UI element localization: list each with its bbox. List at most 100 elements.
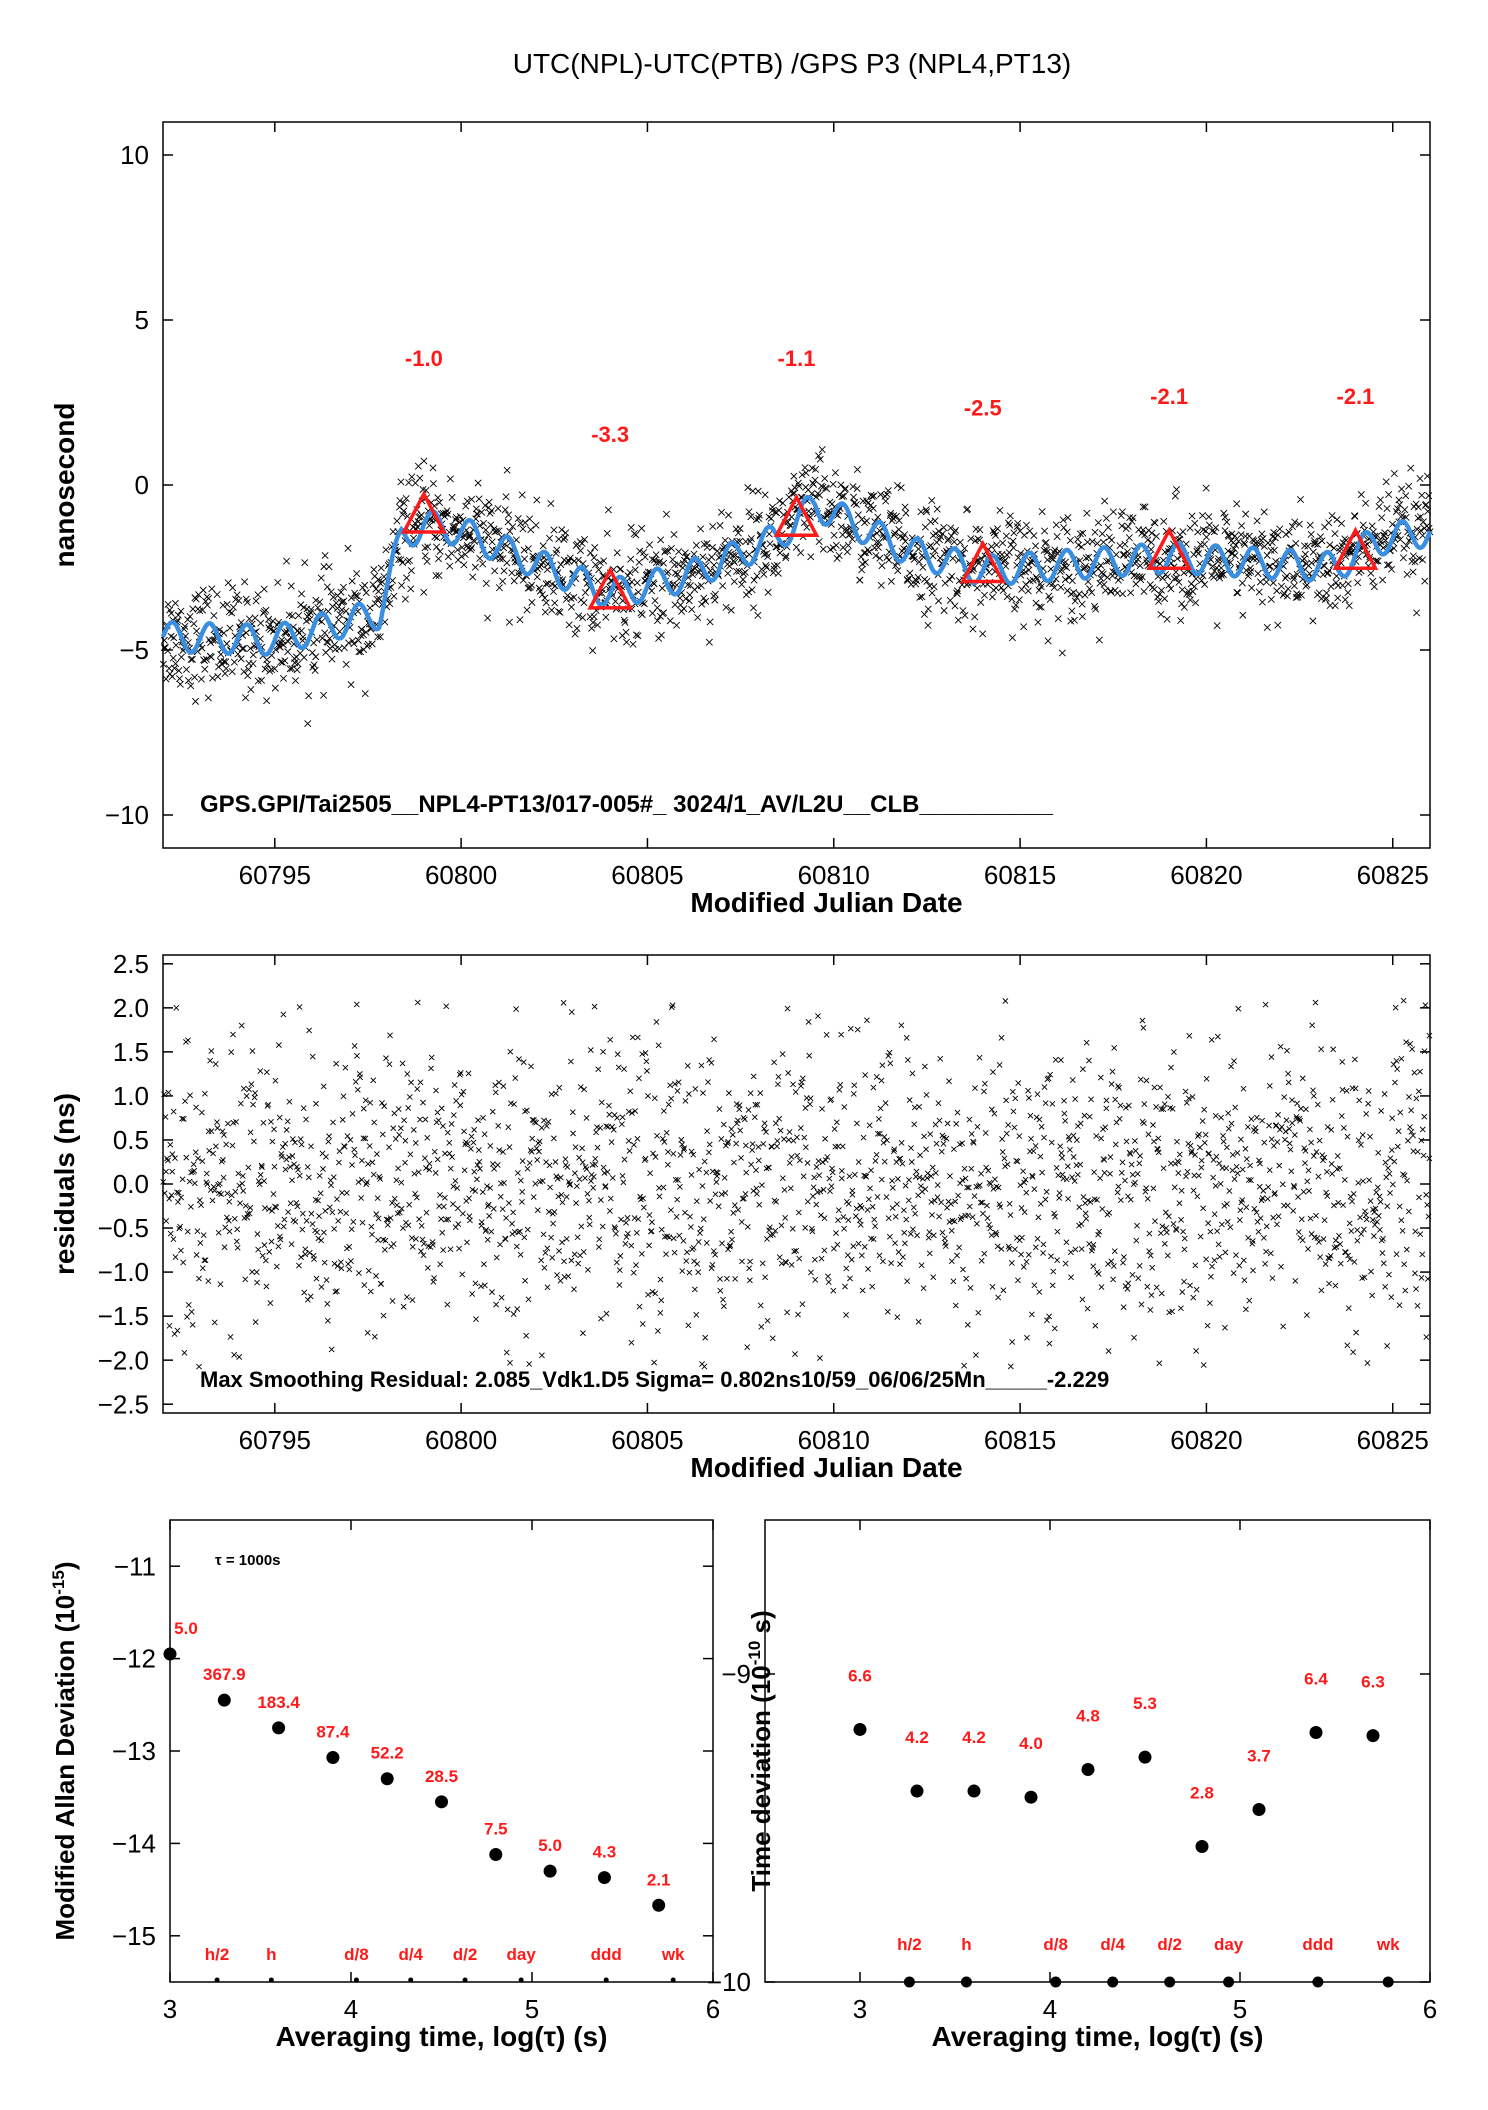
residuals-data-point — [1232, 1104, 1239, 1111]
residuals-data-point — [934, 1182, 941, 1188]
main-data-point — [725, 562, 734, 570]
main-data-point — [1071, 597, 1079, 605]
residuals-data-point — [465, 1070, 472, 1077]
tdev-point-label: 4.2 — [905, 1728, 929, 1747]
residuals-data-point — [640, 1204, 647, 1211]
residuals-data-point — [716, 1106, 723, 1112]
residuals-data-point — [383, 1216, 390, 1223]
main-data-point — [741, 568, 749, 576]
residuals-data-point — [203, 1179, 210, 1186]
main-data-point — [1399, 554, 1407, 562]
residuals-data-point — [394, 1202, 400, 1209]
residuals-data-point — [1407, 1124, 1413, 1130]
residuals-data-point — [1007, 1363, 1014, 1370]
main-data-point — [747, 535, 755, 543]
residuals-data-point — [563, 1193, 570, 1200]
residuals-data-point — [928, 1173, 934, 1180]
residuals-data-point — [1032, 1244, 1039, 1251]
residuals-data-point — [249, 1269, 256, 1275]
main-data-point — [1018, 585, 1026, 593]
residuals-data-point — [402, 1159, 408, 1166]
residuals-data-point — [763, 1129, 769, 1135]
residuals-data-point — [513, 1243, 520, 1250]
residuals-data-point — [1111, 1248, 1118, 1255]
residuals-data-point — [1424, 1276, 1431, 1282]
main-data-point — [235, 597, 243, 605]
residuals-data-point — [717, 1287, 724, 1294]
main-data-point — [229, 584, 237, 592]
residuals-data-point — [397, 1125, 404, 1132]
residuals-data-point — [1027, 1112, 1034, 1119]
residuals-data-point — [841, 1104, 848, 1110]
main-data-point — [1017, 549, 1025, 557]
residuals-data-point — [1333, 1243, 1340, 1250]
residuals-data-point — [769, 1335, 776, 1342]
main-data-point — [1044, 637, 1052, 645]
main-data-point — [864, 546, 872, 554]
main-data-point — [988, 593, 996, 601]
residuals-data-point — [357, 1074, 364, 1081]
main-data-point — [711, 596, 719, 604]
residuals-data-point — [1357, 1141, 1364, 1148]
residuals-data-point — [879, 1062, 886, 1069]
main-data-point — [933, 505, 941, 513]
main-data-point — [1116, 542, 1124, 550]
residuals-annotation: Max Smoothing Residual: 2.085_Vdk1.D5 Si… — [200, 1367, 1109, 1392]
main-data-point — [446, 475, 454, 483]
mdev-point — [543, 1864, 557, 1878]
residuals-data-point — [813, 1201, 820, 1208]
residuals-data-point — [194, 1228, 201, 1235]
residuals-data-point — [956, 1244, 963, 1251]
main-data-point — [703, 543, 711, 551]
mdev-time-marker — [353, 1977, 359, 1983]
main-data-point — [894, 567, 902, 575]
residuals-data-point — [534, 1207, 541, 1214]
residuals-data-point — [927, 1131, 934, 1138]
residuals-xtick-label: 60800 — [425, 1425, 497, 1455]
residuals-data-point — [937, 1055, 944, 1062]
tdev-point — [1366, 1729, 1380, 1743]
main-data-point — [170, 634, 178, 642]
main-data-point — [901, 503, 909, 511]
main-data-point — [222, 664, 230, 672]
residuals-data-point — [647, 1170, 654, 1177]
residuals-data-point — [631, 1141, 637, 1148]
residuals-data-point — [1396, 1203, 1403, 1210]
residuals-data-point — [298, 1254, 305, 1261]
mdev-time-marker-label: d/2 — [453, 1945, 478, 1964]
main-data-point — [444, 510, 452, 518]
residuals-data-point — [373, 1211, 380, 1218]
residuals-data-point — [996, 1062, 1003, 1068]
residuals-data-point — [510, 1209, 517, 1216]
residuals-data-point — [1413, 1286, 1419, 1292]
main-data-point — [198, 644, 206, 652]
tdev-point — [853, 1722, 867, 1736]
residuals-data-point — [1243, 1156, 1250, 1162]
residuals-data-point — [1025, 1251, 1032, 1258]
mdev-ylabel-end: ) — [50, 1562, 80, 1571]
main-data-point — [832, 541, 840, 549]
residuals-data-point — [765, 1164, 772, 1171]
main-data-point — [922, 506, 930, 514]
residuals-data-point — [246, 1086, 252, 1093]
main-data-point — [1306, 521, 1314, 529]
residuals-data-point — [352, 1078, 359, 1085]
residuals-data-point — [619, 1172, 626, 1179]
main-data-point — [1043, 548, 1051, 556]
residuals-data-point — [700, 1216, 707, 1223]
residuals-data-point — [540, 1231, 547, 1238]
main-data-point — [541, 608, 549, 616]
residuals-data-point — [671, 1249, 678, 1256]
residuals-data-point — [720, 1303, 727, 1310]
residuals-data-point — [802, 1105, 809, 1111]
main-data-point — [967, 535, 975, 543]
main-data-point — [1205, 513, 1213, 521]
residuals-data-point — [396, 1131, 403, 1138]
residuals-data-point — [270, 1191, 277, 1198]
residuals-data-point — [516, 1056, 522, 1063]
residuals-data-point — [1341, 1176, 1348, 1183]
residuals-data-point — [841, 1225, 848, 1232]
main-data-point — [882, 497, 890, 505]
main-data-point — [541, 594, 549, 602]
main-data-point — [262, 606, 270, 614]
